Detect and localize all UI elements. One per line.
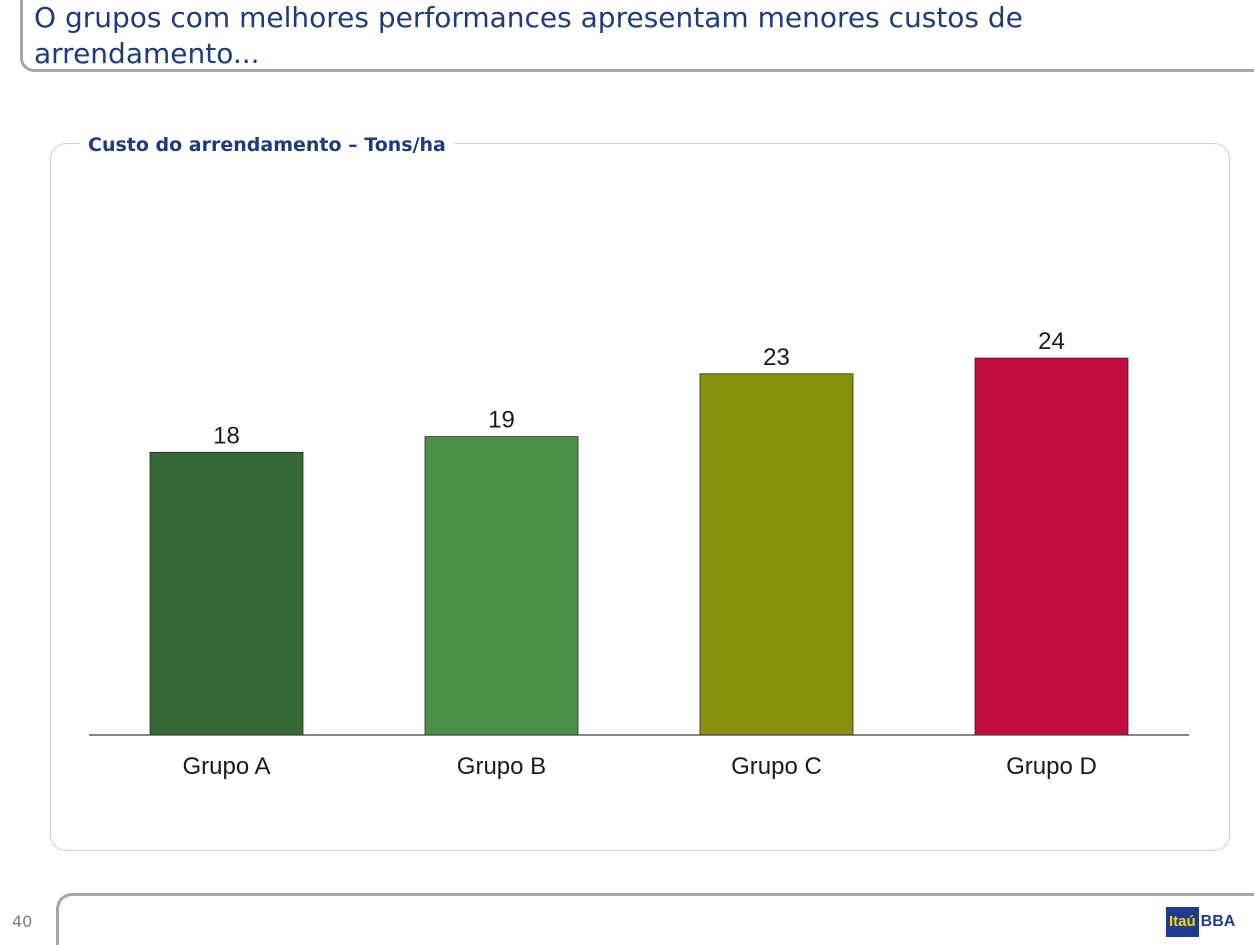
chart-panel xyxy=(50,143,1230,851)
category-label-grupo-a: Grupo A xyxy=(182,753,270,780)
category-label-grupo-b: Grupo B xyxy=(457,753,546,780)
data-label-grupo-b: 19 xyxy=(488,407,515,434)
chart-title: Custo do arrendamento – Tons/ha xyxy=(80,133,454,157)
data-labels-group: 18 19 23 24 xyxy=(213,328,1065,449)
category-label-grupo-d: Grupo D xyxy=(1006,753,1097,780)
logo-text: BBA xyxy=(1200,913,1236,930)
bar-grupo-c xyxy=(699,373,854,736)
page-number: 40 xyxy=(12,912,33,931)
category-label-grupo-c: Grupo C xyxy=(731,753,822,780)
itau-bba-logo: Itaú BBA xyxy=(1166,907,1235,937)
page-title: O grupos com melhores performances apres… xyxy=(34,1,1023,70)
title-frame xyxy=(20,0,1254,72)
footer-frame xyxy=(56,893,1254,945)
bar-grupo-d xyxy=(974,357,1129,736)
category-labels-group: Grupo A Grupo B Grupo C Grupo D xyxy=(182,753,1096,780)
bar-grupo-b xyxy=(424,436,579,736)
bar-grupo-a xyxy=(149,451,304,736)
bars-group xyxy=(149,357,1129,736)
logo-box: Itaú xyxy=(1166,907,1199,937)
data-label-grupo-c: 23 xyxy=(763,344,790,371)
data-label-grupo-a: 18 xyxy=(213,422,240,449)
data-label-grupo-d: 24 xyxy=(1038,328,1065,355)
